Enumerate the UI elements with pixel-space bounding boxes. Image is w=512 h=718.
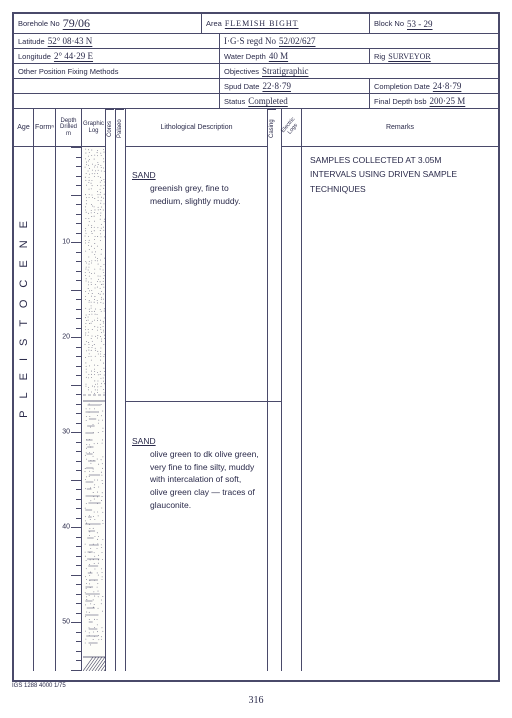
casing-header: Casing [268, 109, 276, 147]
header-row-5: Spud Date 22·8·79 Completion Date 24·8·7… [14, 79, 498, 94]
header-row-6: Status Completed Final Depth bsb 200·25 … [14, 94, 498, 109]
cores-header: Cores [106, 109, 114, 147]
spud-label: Spud Date [224, 82, 259, 91]
elog-column: Electric Logs [282, 109, 302, 671]
litho1-heading: SAND [132, 170, 156, 180]
opfm-label: Other Position Fixing Methods [18, 67, 118, 76]
header-row-2: Latitude 52° 08·43 N I·G·S regd No 52/02… [14, 34, 498, 49]
formation-header: Formⁿ [34, 109, 55, 147]
age-value: PLEISTOCENE [18, 209, 30, 418]
lat-value: 52° 08·43 N [48, 36, 93, 46]
depth-column: Depth Drilled m 1020304050 [56, 109, 82, 671]
depth-header: Depth Drilled m [56, 109, 81, 147]
lithology-separator [126, 401, 267, 402]
area-value: FLEMISH BIGHT [225, 19, 299, 28]
lithology-section-2: SAND olive green to dk olive green, very… [126, 431, 267, 516]
block-value: 53 - 29 [407, 19, 433, 29]
lon-value: 2° 44·29 E [54, 51, 93, 61]
lon-label: Longitude [18, 52, 51, 61]
palaeo-column: Palaeo [116, 109, 126, 671]
lithology-section-1: SAND greenish grey, fine to medium, slig… [126, 165, 267, 211]
litho2-heading: SAND [132, 436, 156, 446]
remarks-text: SAMPLES COLLECTED AT 3.05M INTERVALS USI… [302, 147, 498, 202]
lithology-header: Lithological Description [126, 109, 267, 147]
age-column: Age PLEISTOCENE [14, 109, 34, 671]
lat-label: Latitude [18, 37, 45, 46]
age-header: Age [14, 109, 33, 147]
obj-label: Objectives [224, 67, 259, 76]
obj-value: Stratigraphic [262, 66, 309, 76]
depth-scale: 1020304050 [56, 147, 81, 671]
graphic-log-column: Graphic Log [82, 109, 106, 671]
formation-column: Formⁿ [34, 109, 56, 671]
graphic-header: Graphic Log [82, 109, 105, 147]
rig-value: SURVEYOR [388, 52, 430, 61]
spud-value: 22·8·79 [262, 81, 291, 91]
lithology-body: SAND greenish grey, fine to medium, slig… [126, 147, 267, 671]
comp-label: Completion Date [374, 82, 430, 91]
cores-column: Cores [106, 109, 116, 671]
borehole-no: 79/06 [63, 16, 90, 31]
graphic-log-svg [83, 147, 105, 671]
remarks-column: Remarks SAMPLES COLLECTED AT 3.05M INTER… [302, 109, 498, 671]
igs-label: I·G·S regd No [224, 36, 276, 46]
comp-value: 24·8·79 [433, 81, 462, 91]
area-label: Area [206, 19, 222, 28]
page-number: 316 [12, 695, 500, 706]
litho2-text: olive green to dk olive green, very fine… [150, 448, 261, 512]
status-label: Status [224, 97, 245, 106]
fd-value: 200·25 M [430, 96, 466, 106]
wd-label: Water Depth [224, 52, 266, 61]
wd-value: 40 M [269, 51, 288, 61]
elog-header: Electric Logs [282, 109, 301, 147]
block-label: Block No [374, 19, 404, 28]
fd-label: Final Depth bsb [374, 97, 427, 106]
graphic-log-body [83, 147, 105, 671]
header-row-4: Other Position Fixing Methods Objectives… [14, 64, 498, 79]
borehole-label: Borehole No [18, 19, 60, 28]
borehole-log-sheet: Borehole No 79/06 Area FLEMISH BIGHT Blo… [12, 12, 500, 682]
igs-value: 52/02/627 [279, 36, 316, 46]
remarks-header: Remarks [302, 109, 498, 147]
log-body: Age PLEISTOCENE Formⁿ Depth Drilled m 10… [14, 109, 498, 671]
lithology-column: Lithological Description SAND greenish g… [126, 109, 268, 671]
casing-separator [268, 401, 281, 402]
rig-label: Rig [374, 52, 385, 61]
header-row-3: Longitude 2° 44·29 E Water Depth 40 M Ri… [14, 49, 498, 64]
status-value: Completed [248, 96, 288, 106]
palaeo-header: Palaeo [116, 109, 124, 147]
litho1-text: greenish grey, fine to medium, slightly … [150, 182, 261, 208]
casing-column: Casing [268, 109, 282, 671]
form-code: IGS 1288 4000 1/75 [12, 683, 500, 689]
header-row-1: Borehole No 79/06 Area FLEMISH BIGHT Blo… [14, 14, 498, 34]
